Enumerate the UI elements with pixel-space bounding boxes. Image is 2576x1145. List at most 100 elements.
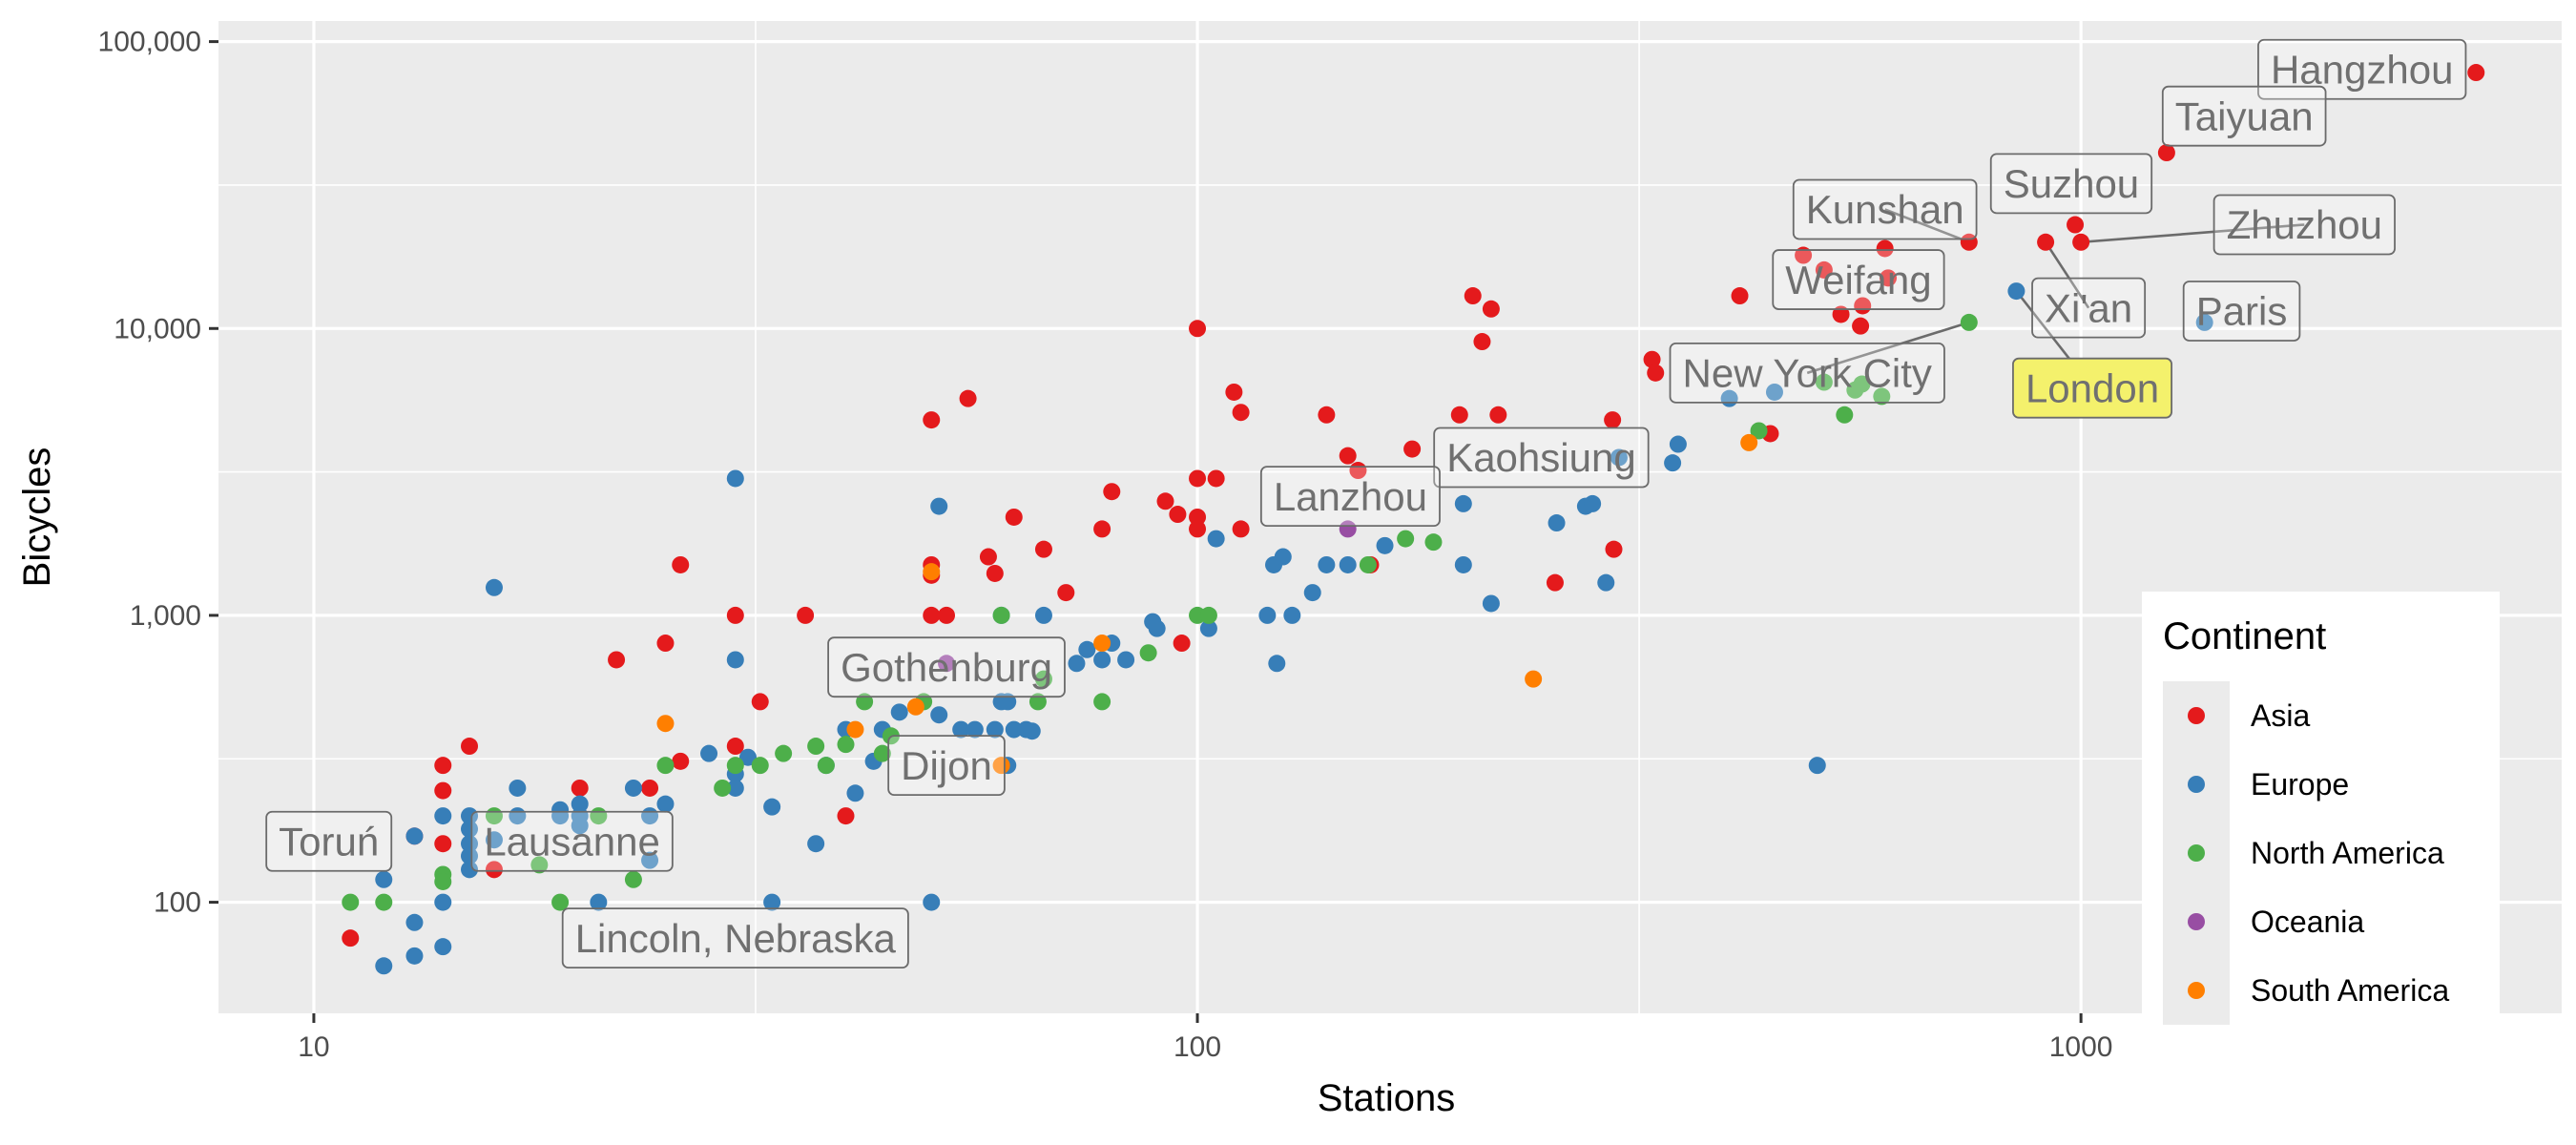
city-label: Hangzhou	[2257, 38, 2467, 100]
city-label-box	[827, 636, 1066, 698]
data-point-europe	[890, 703, 908, 721]
data-point-north-america	[1359, 555, 1377, 573]
city-label-text: Lausanne	[484, 819, 660, 864]
data-point-north-america	[726, 757, 744, 775]
leader-line	[2044, 241, 2090, 309]
data-point-north-america	[1853, 375, 1871, 393]
data-point-europe	[1765, 383, 1783, 401]
city-label-box	[887, 735, 1006, 797]
city-label: Toruń	[265, 810, 393, 872]
data-point-europe	[1258, 606, 1277, 624]
data-point-europe	[1584, 494, 1602, 512]
data-point-asia	[1473, 333, 1491, 351]
data-point-north-america	[1750, 422, 1768, 440]
city-label-text: Suzhou	[2004, 161, 2139, 206]
data-point-north-america	[1424, 533, 1443, 552]
legend-label: Asia	[2251, 698, 2310, 733]
data-point-europe	[375, 957, 393, 975]
data-point-asia	[342, 929, 360, 947]
city-label: Lanzhou	[1259, 466, 1441, 528]
data-point-europe	[1318, 555, 1336, 573]
data-point-south-america	[906, 697, 924, 716]
data-point-asia	[1103, 483, 1121, 501]
data-point-south-america	[656, 715, 675, 733]
data-point-asia	[726, 738, 744, 756]
data-point-europe	[1454, 494, 1472, 512]
legend-label: Oceania	[2251, 905, 2364, 939]
data-point-europe	[1274, 548, 1292, 566]
data-point-asia	[1604, 411, 1622, 429]
x-tick-label: 1000	[2049, 1031, 2113, 1063]
y-axis-title: Bicycles	[16, 448, 58, 588]
city-label-box	[2031, 277, 2147, 339]
city-label-text: Kunshan	[1806, 187, 1964, 232]
data-point-asia	[1605, 540, 1623, 558]
legend: Continent Asia Europe North America Oceania…	[2142, 592, 2500, 1026]
data-point-north-america	[817, 757, 835, 775]
city-label-text: Xi'an	[2045, 285, 2132, 330]
data-point-asia	[1339, 447, 1357, 465]
legend-items: Asia Europe North America Oceania South Amer…	[2163, 681, 2449, 1025]
data-point-europe	[1078, 640, 1096, 658]
data-point-europe	[763, 798, 781, 816]
legend-key-europe	[2188, 776, 2205, 793]
data-point-north-america	[375, 893, 393, 911]
data-point-europe	[1093, 651, 1111, 669]
data-point-asia	[672, 555, 690, 573]
data-point-europe	[1808, 757, 1826, 775]
data-point-asia	[1403, 440, 1422, 458]
data-point-asia	[797, 606, 815, 624]
data-point-asia	[837, 807, 855, 825]
data-point-north-america	[551, 893, 570, 911]
data-point-europe	[509, 779, 527, 797]
data-point-asia	[1189, 320, 1207, 338]
city-label: Xi'an	[2031, 277, 2147, 339]
legend-key-south-america	[2188, 982, 2205, 999]
data-point-south-america	[923, 563, 941, 581]
data-point-asia	[1093, 520, 1111, 538]
data-point-asia	[672, 752, 690, 770]
data-point-europe	[1199, 619, 1217, 637]
axes: 10 100 1000 100 1,000 10,000 100,000	[98, 27, 2113, 1063]
data-point-asia	[1318, 406, 1336, 424]
city-label-box	[2212, 194, 2396, 256]
data-point-north-america	[342, 893, 360, 911]
data-point-south-america	[1740, 433, 1758, 451]
city-label-text: Dijon	[901, 743, 992, 788]
data-point-north-america	[1815, 373, 1833, 391]
city-label: Taiyuan	[2161, 85, 2327, 147]
data-point-europe	[726, 469, 744, 488]
data-point-asia	[959, 389, 977, 407]
data-point-europe	[1303, 584, 1321, 602]
data-point-europe	[1669, 435, 1687, 453]
data-point-asia	[571, 779, 589, 797]
data-point-europe	[1268, 655, 1286, 673]
x-tick-label: 10	[298, 1031, 329, 1063]
data-point-europe	[461, 807, 479, 825]
data-point-europe	[1482, 594, 1500, 613]
data-point-asia	[751, 693, 769, 711]
data-point-asia	[1232, 520, 1250, 538]
data-point-europe	[656, 795, 675, 813]
city-label-text: Lincoln, Nebraska	[575, 916, 897, 961]
city-label-box	[1792, 178, 1978, 240]
data-point-europe	[434, 893, 452, 911]
x-axis-title: Stations	[1318, 1077, 1456, 1119]
city-label: Lausanne	[470, 810, 674, 872]
data-point-asia	[2067, 216, 2085, 234]
data-point-asia	[923, 411, 941, 429]
data-point-europe	[641, 851, 659, 869]
data-point-asia	[1489, 406, 1507, 424]
data-point-north-america	[656, 757, 675, 775]
data-point-europe	[434, 807, 452, 825]
data-point-north-america	[1034, 670, 1052, 688]
data-point-europe	[485, 831, 503, 849]
data-point-asia	[608, 651, 626, 669]
data-point-europe	[1454, 555, 1472, 573]
data-point-europe	[405, 827, 424, 845]
data-point-north-america	[1873, 387, 1891, 406]
data-point-asia	[1207, 469, 1225, 488]
data-point-north-america	[1199, 606, 1217, 624]
data-point-europe	[405, 947, 424, 965]
data-point-north-america	[1960, 313, 1978, 331]
